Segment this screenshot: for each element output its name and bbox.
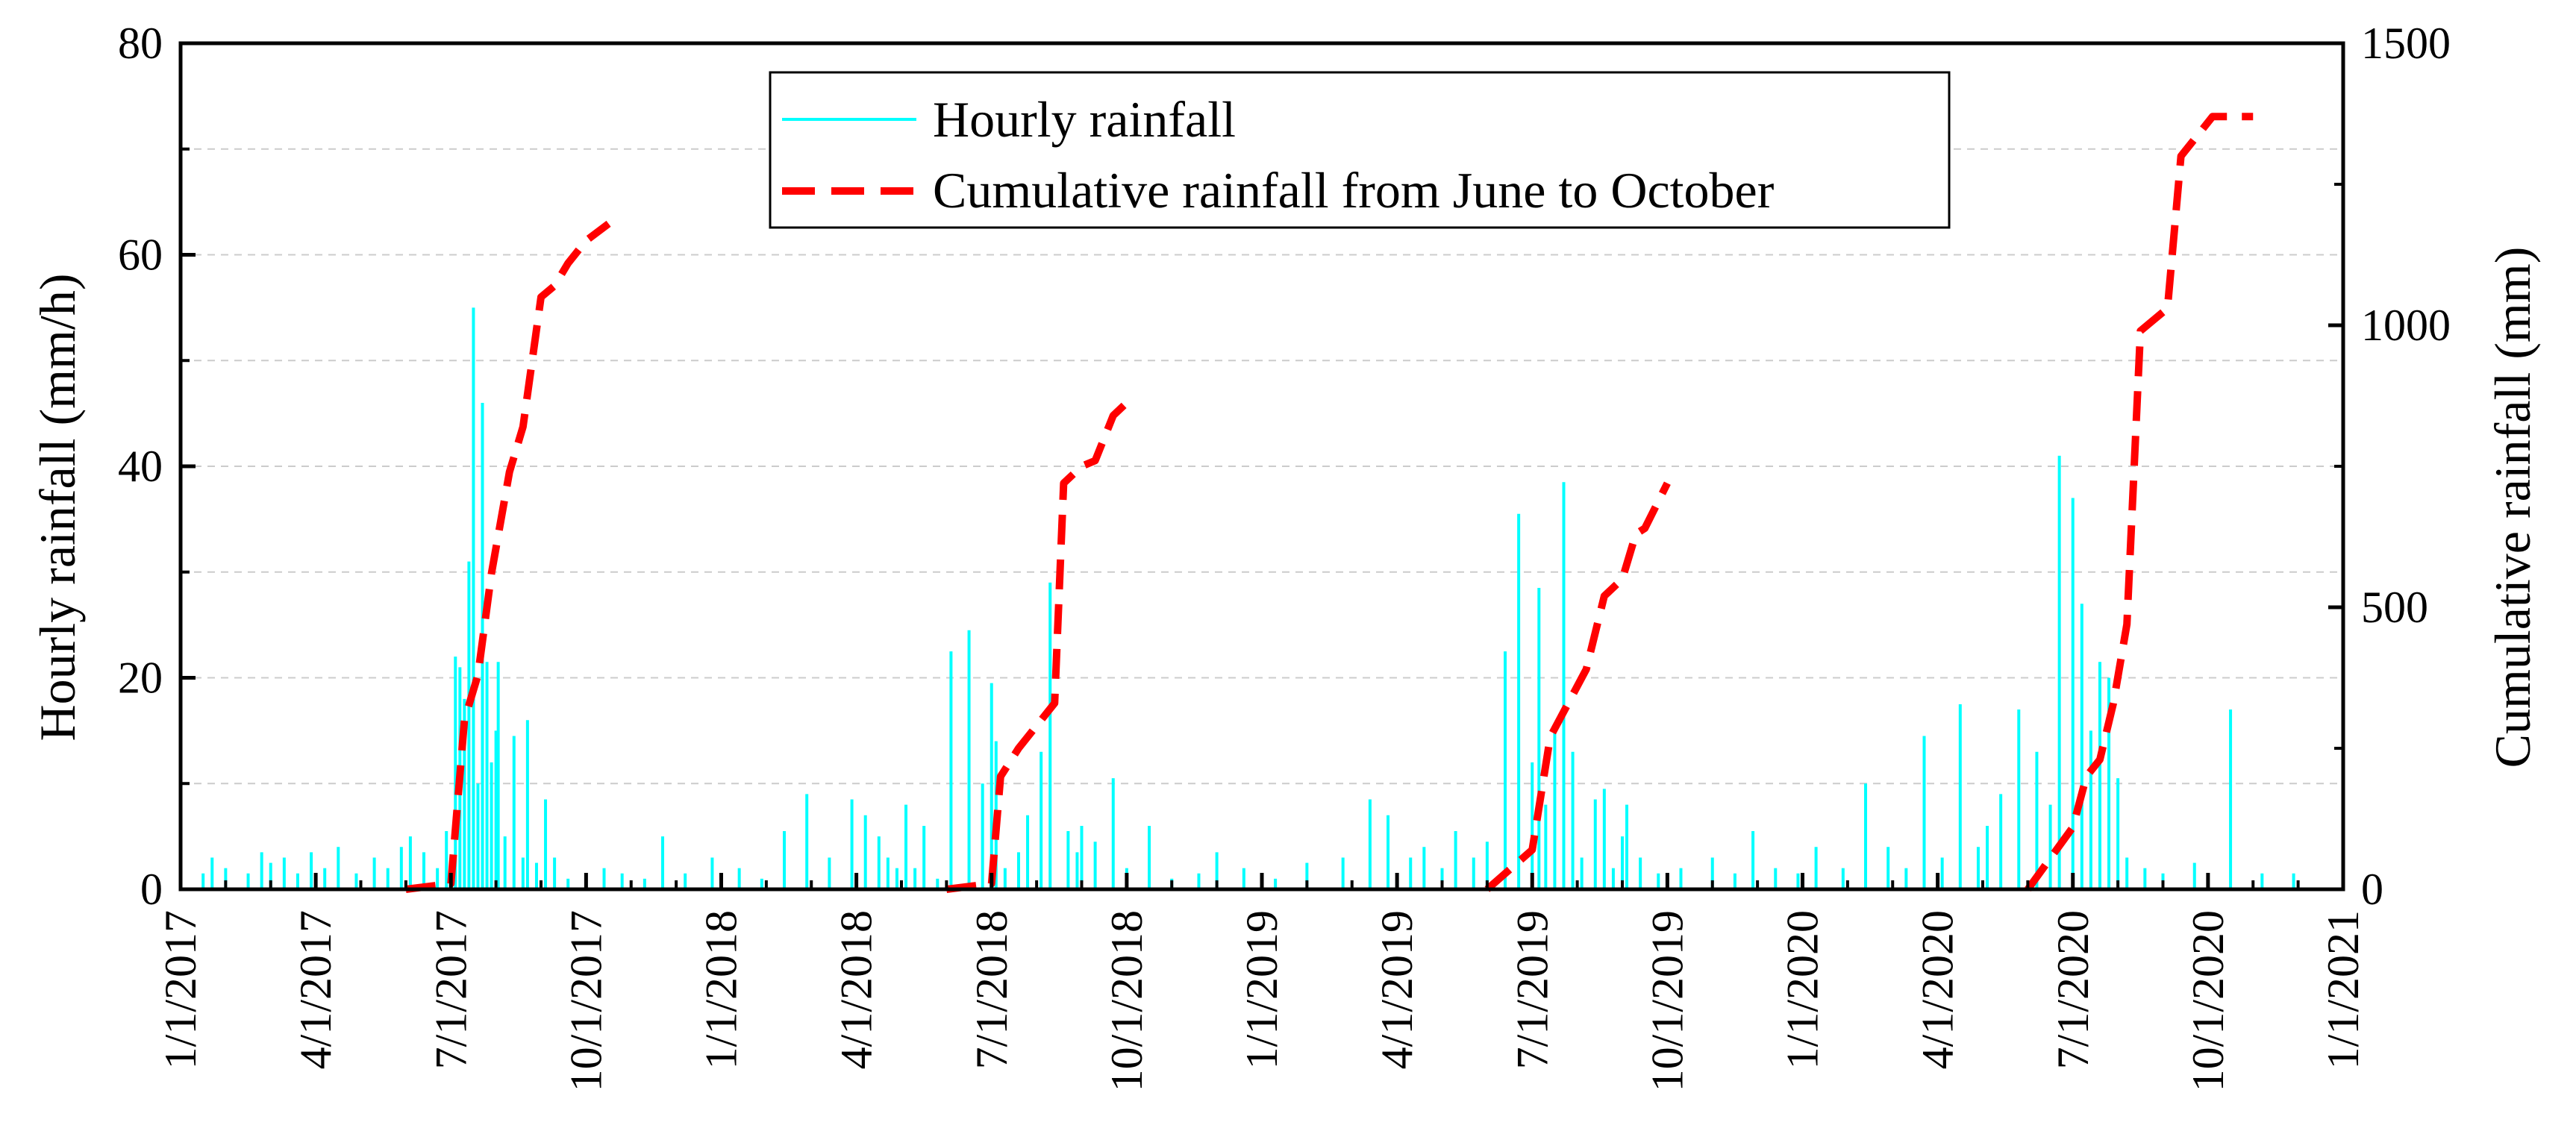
x-tick-label: 4/1/2020: [1913, 910, 1963, 1069]
x-tick-label: 4/1/2018: [832, 910, 881, 1069]
y-tick-label: 60: [118, 231, 163, 280]
y2-tick-label: 1500: [2361, 19, 2451, 68]
hourly-rainfall-series: [201, 307, 2295, 889]
x-tick-label: 10/1/2017: [561, 910, 610, 1091]
x-tick-label: 10/1/2018: [1102, 910, 1151, 1091]
y-tick-label: 80: [118, 19, 163, 68]
legend-box: [769, 71, 1951, 229]
y2-tick-label: 500: [2361, 583, 2428, 632]
y-tick-label: 40: [118, 442, 163, 491]
horizontal-gridlines: [181, 148, 2343, 785]
y2-tick-label: 1000: [2361, 301, 2451, 350]
x-tick-label: 7/1/2020: [2048, 910, 2098, 1069]
x-tick-label: 1/1/2018: [697, 910, 746, 1069]
left-y-axis-title: Hourly rainfall (mm/h): [29, 274, 86, 742]
x-tick-label: 7/1/2019: [1507, 910, 1557, 1069]
x-tick-label: 1/1/2020: [1778, 910, 1828, 1069]
left-y-axis-ticks: 0 20 40 60 80: [118, 19, 196, 914]
x-axis-ticks: 1/1/2017 4/1/2017 7/1/2017 10/1/2017 1/1/201…: [156, 873, 2368, 1091]
cumulative-rainfall-line: [2025, 113, 2254, 892]
cumulative-rainfall-line: [405, 220, 611, 893]
right-y-axis-ticks: 0 500 1000 1500: [2328, 19, 2451, 914]
cumulative-rainfall-line: [1484, 481, 1671, 892]
y-tick-label: 20: [118, 654, 163, 703]
cumulative-rainfall-line: [945, 395, 1134, 893]
x-tick-label: 4/1/2017: [291, 910, 340, 1069]
x-tick-label: 7/1/2018: [967, 910, 1016, 1069]
x-tick-label: 1/1/2021: [2319, 910, 2368, 1069]
x-tick-label: 10/1/2020: [2183, 910, 2233, 1091]
cumulative-rainfall-series: [405, 113, 2254, 893]
right-y-axis-title: Cumulative rainfall (mm): [2484, 247, 2541, 768]
x-tick-label: 4/1/2019: [1372, 910, 1422, 1069]
x-tick-label: 10/1/2019: [1642, 910, 1692, 1091]
legend-label-cumulative: Cumulative rainfall from June to October: [933, 162, 1775, 219]
legend: Hourly rainfall Cumulative rainfall from…: [769, 71, 1951, 229]
x-tick-label: 1/1/2019: [1237, 910, 1287, 1069]
y2-tick-label: 0: [2361, 865, 2383, 914]
legend-label-hourly: Hourly rainfall: [933, 91, 1236, 148]
x-tick-label: 7/1/2017: [426, 910, 475, 1069]
y-tick-label: 0: [140, 865, 163, 914]
x-tick-label: 1/1/2017: [156, 910, 205, 1069]
